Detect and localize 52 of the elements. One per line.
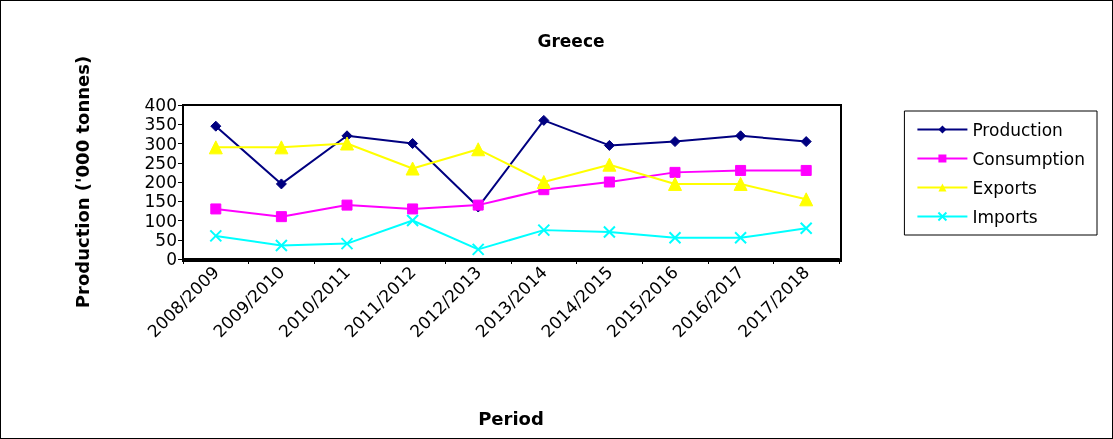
point (471, 142, 486, 157)
point (405, 161, 420, 176)
point (669, 136, 681, 148)
point (341, 199, 353, 211)
point (209, 229, 223, 243)
y-tick-label: 350 (144, 114, 177, 135)
y-axis-title: Production ('000 tonnes) (71, 55, 93, 309)
point (602, 157, 617, 172)
y-tick-label: 0 (166, 249, 177, 269)
legend-label: Consumption (972, 148, 1085, 169)
y-tick-label: 50 (155, 229, 177, 250)
point (668, 176, 682, 191)
point (208, 140, 223, 155)
chart-title: Greece (537, 30, 605, 51)
point (340, 136, 354, 151)
point (733, 176, 748, 191)
point (536, 175, 551, 189)
point (275, 178, 287, 190)
point (734, 231, 748, 245)
point (602, 225, 616, 239)
point (603, 139, 615, 151)
legend-label: Imports (972, 206, 1038, 227)
y-tick-label: 150 (144, 191, 177, 212)
point (274, 140, 289, 155)
y-tick-label: 200 (144, 172, 177, 192)
point (603, 176, 615, 188)
point (669, 166, 681, 178)
y-tick-label: 400 (144, 95, 177, 115)
point (210, 203, 222, 215)
point (471, 242, 485, 256)
point (210, 120, 222, 132)
y-tick-label: 100 (144, 210, 177, 231)
x-axis-title: Period (478, 407, 544, 429)
point (340, 237, 354, 251)
point (668, 231, 682, 245)
point (274, 239, 288, 253)
point (799, 221, 813, 235)
point (275, 211, 287, 223)
point (800, 164, 812, 176)
point (407, 203, 419, 215)
legend-label: Exports (972, 177, 1038, 198)
point (406, 214, 420, 227)
point (800, 136, 812, 148)
point (735, 130, 747, 142)
point (799, 192, 814, 207)
point (407, 138, 419, 149)
point (735, 164, 747, 176)
point (538, 114, 550, 126)
point (537, 223, 551, 237)
y-tick-label: 250 (144, 152, 177, 173)
legend-label: Production (972, 119, 1063, 140)
y-tick-label: 300 (144, 133, 177, 154)
